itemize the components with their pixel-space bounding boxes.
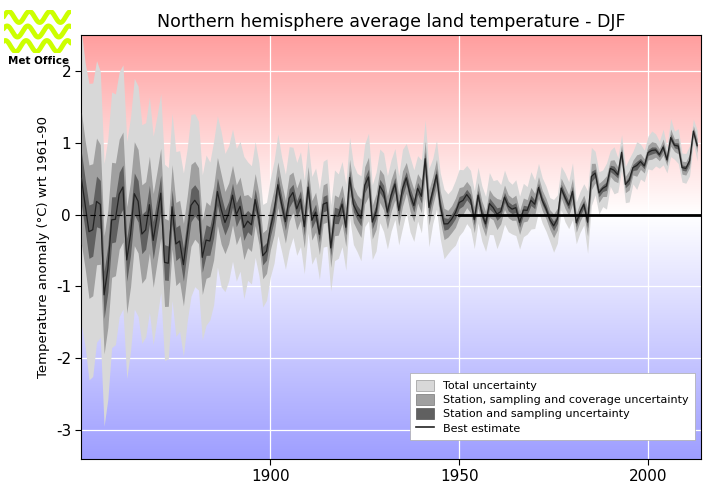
Title: Northern hemisphere average land temperature - DJF: Northern hemisphere average land tempera… [157, 13, 625, 31]
Y-axis label: Temperature anomaly (°C) wrt 1961-90: Temperature anomaly (°C) wrt 1961-90 [38, 116, 50, 378]
Legend: Total uncertainty, Station, sampling and coverage uncertainty, Station and sampl: Total uncertainty, Station, sampling and… [410, 373, 695, 440]
Text: Met Office: Met Office [8, 56, 69, 67]
